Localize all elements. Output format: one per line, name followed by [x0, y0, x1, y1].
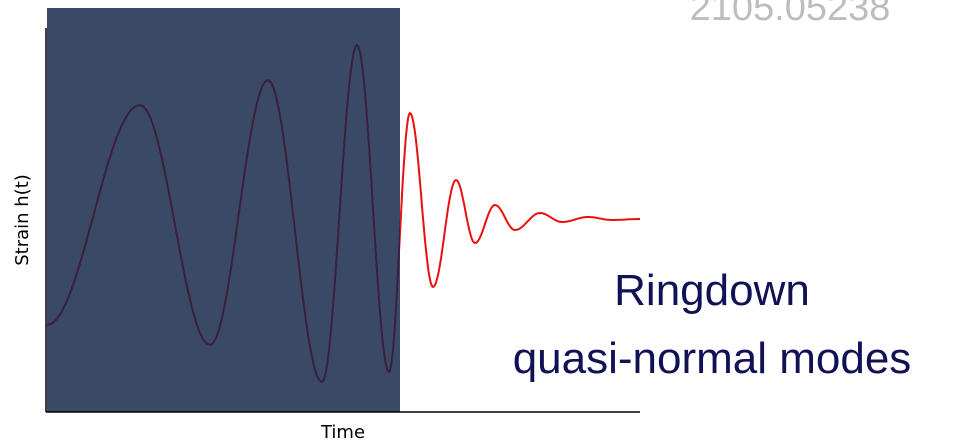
- reference: 2105.05238: [690, 0, 891, 29]
- inspiral-region: [47, 8, 400, 412]
- x-axis-label: Time: [320, 422, 365, 440]
- ringdown-waveform: [400, 111, 640, 289]
- caption-line: Ringdown: [614, 266, 810, 315]
- y-axis-label: Strain h(t): [12, 174, 33, 266]
- inspiral-waveform: [46, 43, 400, 384]
- caption-line: quasi-normal modes: [513, 334, 912, 383]
